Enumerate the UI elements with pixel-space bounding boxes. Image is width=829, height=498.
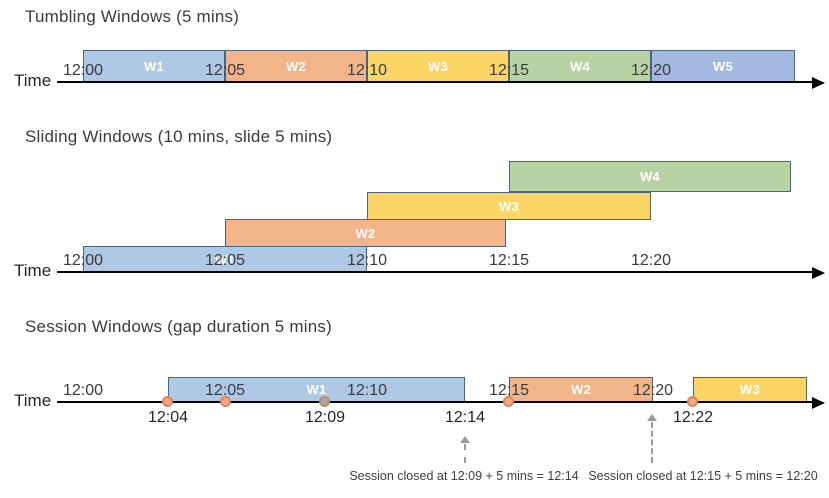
tumbling-time-axis <box>57 81 814 83</box>
session-section-title: Session Windows (gap duration 5 mins) <box>25 317 332 336</box>
sliding-window-w3: W3 <box>367 192 651 220</box>
sliding-section-title: Sliding Windows (10 mins, slide 5 mins) <box>25 127 333 146</box>
session-axis-label: Time <box>14 391 52 410</box>
session-time-axis <box>57 401 814 403</box>
tick-label: 12:20 <box>630 62 672 79</box>
window-label: W2 <box>285 59 307 74</box>
session-window-w2: W2 <box>509 377 653 402</box>
event-time-label: 12:04 <box>147 409 189 426</box>
annotation-arrow-up-icon <box>460 436 470 443</box>
event-dot <box>220 396 231 407</box>
event-dot <box>503 396 514 407</box>
window-label: W2 <box>355 225 376 241</box>
tick-label: 12:00 <box>62 62 104 79</box>
tick-label: 12:05 <box>204 382 246 399</box>
annotation-arrow-line <box>464 444 466 463</box>
tick-label: 12:10 <box>346 382 388 399</box>
sliding-time-axis <box>57 271 814 273</box>
tick-label: 12:00 <box>62 382 104 399</box>
annotation-arrow-up-icon <box>647 414 657 421</box>
sliding-window-w4: W4 <box>509 161 791 192</box>
axis-arrowhead-icon <box>812 397 825 409</box>
session-window-w3: W3 <box>693 377 807 402</box>
tick-label: 12:20 <box>630 252 672 269</box>
tick-label: 12:20 <box>632 382 674 399</box>
event-dot <box>687 396 698 407</box>
session-closed-annotation: Session closed at 12:09 + 5 mins = 12:14 <box>349 469 579 483</box>
tick-label: 12:00 <box>62 252 104 269</box>
tick-label: 12:15 <box>488 382 530 399</box>
tumbling-window-w5: W5 <box>651 50 795 83</box>
sliding-window-w2: W2 <box>225 219 506 247</box>
window-label: W3 <box>498 198 520 214</box>
window-label: W4 <box>639 169 661 184</box>
session-window-w1: W1 <box>168 377 465 402</box>
tumbling-window-w4: W4 <box>509 50 651 83</box>
window-label: W1 <box>214 252 236 267</box>
window-label: W1 <box>143 59 165 74</box>
tick-label: 12:15 <box>488 252 530 269</box>
event-dot <box>162 396 173 407</box>
event-time-label: 12:22 <box>672 409 714 426</box>
event-time-label: 12:09 <box>304 409 346 426</box>
window-label: W3 <box>739 382 761 397</box>
window-label: W1 <box>306 382 327 397</box>
tumbling-section-title: Tumbling Windows (5 mins) <box>25 7 240 26</box>
window-label: W2 <box>570 382 592 397</box>
event-dot-closing <box>319 396 330 407</box>
tumbling-window-w2: W2 <box>225 50 367 83</box>
tick-label: 12:10 <box>346 62 388 79</box>
window-label: W4 <box>569 59 591 74</box>
tick-label: 12:10 <box>346 252 388 269</box>
tick-label: 12:05 <box>204 252 246 269</box>
axis-arrowhead-icon <box>812 77 825 89</box>
event-time-label: 12:14 <box>444 409 486 426</box>
window-label: W3 <box>427 59 449 74</box>
tick-label: 12:05 <box>204 62 246 79</box>
tick-label: 12:15 <box>488 62 530 79</box>
sliding-axis-label: Time <box>14 261 52 280</box>
axis-arrowhead-icon <box>812 267 825 279</box>
session-closed-annotation: Session closed at 12:15 + 5 mins = 12:20 <box>588 469 818 483</box>
window-label: W5 <box>712 59 734 74</box>
sliding-window-w1: W1 <box>83 246 367 273</box>
tumbling-axis-label: Time <box>14 71 52 90</box>
annotation-arrow-line <box>651 422 653 463</box>
